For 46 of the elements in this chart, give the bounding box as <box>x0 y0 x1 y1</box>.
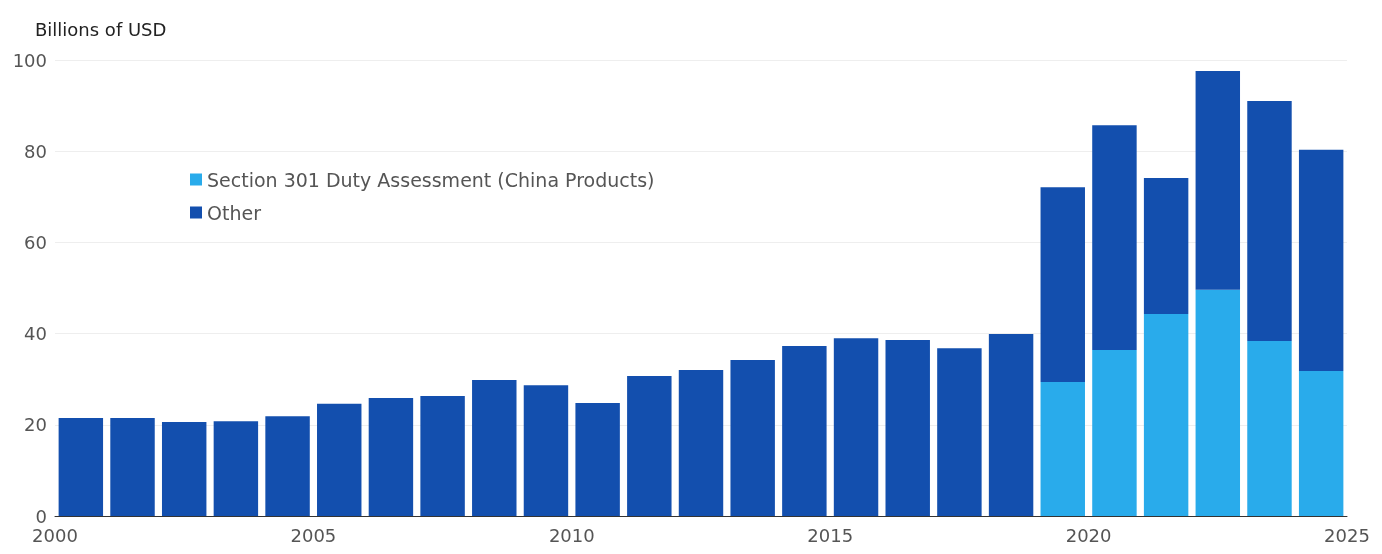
bar <box>885 339 930 516</box>
bar <box>368 397 414 516</box>
bar <box>420 396 465 516</box>
x-tick-label: 2010 <box>548 524 595 546</box>
x-tick-label: 2015 <box>807 524 854 546</box>
y-tick-label: 40 <box>24 323 47 345</box>
y-axis-title: Billions of USD <box>35 18 167 40</box>
bar <box>110 417 155 516</box>
x-tick-label: 2020 <box>1065 524 1112 546</box>
y-tick-label: 80 <box>24 140 47 162</box>
bar <box>782 345 827 516</box>
y-tick-label: 60 <box>24 231 47 253</box>
legend-label: Other <box>207 201 262 224</box>
bar <box>1143 313 1189 516</box>
bar <box>1298 149 1344 371</box>
bar <box>58 417 104 516</box>
bar <box>1247 101 1292 341</box>
bar <box>265 416 310 516</box>
bar <box>213 421 259 516</box>
bar <box>937 348 982 516</box>
y-tick-label: 0 <box>35 505 47 527</box>
bar <box>730 360 775 516</box>
bar <box>1143 178 1189 314</box>
bar <box>1298 370 1344 516</box>
bar <box>523 385 569 516</box>
x-tick-label: 2025 <box>1324 524 1370 546</box>
x-tick-label: 2000 <box>32 524 78 546</box>
bar <box>988 334 1034 516</box>
bar <box>1040 187 1085 382</box>
x-tick-label: 2005 <box>290 524 337 546</box>
bar <box>472 380 517 516</box>
bar <box>1092 125 1137 351</box>
bar <box>1195 70 1241 290</box>
y-tick-label: 20 <box>24 414 47 436</box>
bar <box>1040 381 1085 516</box>
bar <box>575 402 620 516</box>
bar <box>161 422 207 516</box>
bar <box>627 376 672 516</box>
bar <box>678 370 724 516</box>
legend-label: Section 301 Duty Assessment (China Products) <box>207 168 655 191</box>
bar <box>1092 350 1137 516</box>
bar <box>317 403 362 516</box>
bar <box>833 338 879 516</box>
y-tick-label: 100 <box>12 49 47 71</box>
bar <box>1195 289 1241 516</box>
bar <box>1247 340 1292 516</box>
